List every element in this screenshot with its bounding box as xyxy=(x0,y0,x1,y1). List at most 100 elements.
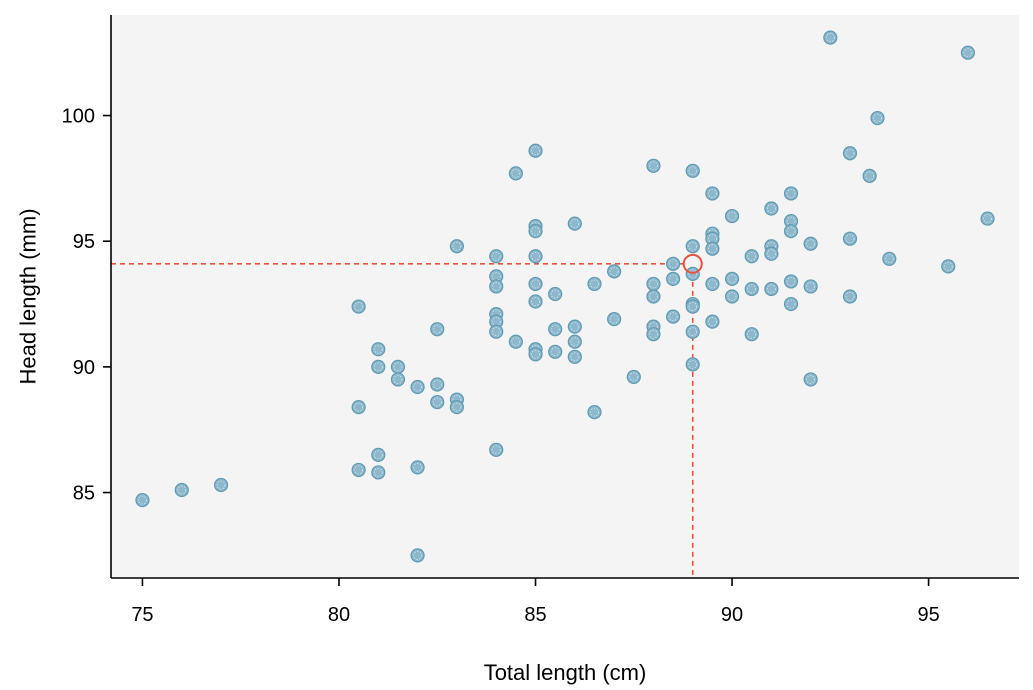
data-point xyxy=(842,146,858,161)
data-point xyxy=(803,279,818,294)
data-point xyxy=(783,224,799,239)
data-point xyxy=(548,322,563,337)
guide-lines xyxy=(111,263,694,578)
data-points xyxy=(135,30,995,563)
data-point xyxy=(508,166,523,181)
data-point xyxy=(744,249,759,264)
data-point xyxy=(764,246,779,261)
data-point xyxy=(646,289,661,304)
data-point xyxy=(528,224,543,239)
data-point xyxy=(371,342,386,357)
highlight-layer xyxy=(682,253,703,274)
data-point xyxy=(803,372,818,387)
data-point xyxy=(567,319,582,334)
data-point xyxy=(783,186,799,201)
data-point xyxy=(685,266,700,281)
data-point xyxy=(528,249,543,264)
data-point xyxy=(371,359,386,374)
data-point xyxy=(489,442,504,457)
data-point xyxy=(449,399,465,415)
data-point xyxy=(528,276,543,292)
data-point xyxy=(587,276,602,292)
data-point xyxy=(803,236,818,251)
data-point xyxy=(685,239,700,254)
data-point xyxy=(351,299,366,314)
y-tick-label: 100 xyxy=(62,106,95,128)
data-point xyxy=(528,294,543,309)
data-point xyxy=(410,460,425,475)
x-tick-label: 90 xyxy=(721,604,743,626)
data-point xyxy=(842,289,858,304)
data-point xyxy=(685,357,700,372)
highlighted-point xyxy=(682,253,703,274)
data-point xyxy=(665,256,681,271)
data-point xyxy=(410,548,425,563)
data-point xyxy=(941,259,956,274)
data-point xyxy=(567,216,582,231)
data-point xyxy=(430,377,445,392)
data-point xyxy=(705,314,720,329)
data-point xyxy=(685,163,700,178)
data-point xyxy=(390,359,406,374)
data-point xyxy=(665,309,681,324)
y-tick-label: 95 xyxy=(73,231,95,253)
data-point xyxy=(705,276,720,292)
x-tick-label: 75 xyxy=(131,604,153,626)
data-point xyxy=(371,465,386,480)
data-point xyxy=(862,168,877,183)
data-point xyxy=(764,201,779,216)
data-point xyxy=(607,312,622,327)
data-point xyxy=(724,271,740,287)
y-axis-title: Head length (mm) xyxy=(16,208,41,384)
data-point xyxy=(135,492,150,508)
data-point xyxy=(626,369,641,385)
data-point xyxy=(744,281,759,297)
data-point xyxy=(567,349,582,364)
data-point xyxy=(489,279,504,294)
data-point xyxy=(980,211,995,226)
data-point xyxy=(960,45,976,60)
data-point xyxy=(724,208,740,224)
data-point xyxy=(705,186,720,201)
data-point xyxy=(685,299,700,314)
data-point xyxy=(548,286,563,302)
data-point xyxy=(567,334,582,349)
data-point xyxy=(607,264,622,279)
y-tick-label: 85 xyxy=(73,483,95,505)
data-point xyxy=(390,372,406,387)
data-point xyxy=(724,289,740,304)
data-point xyxy=(783,296,799,312)
data-point xyxy=(842,231,858,246)
data-point xyxy=(882,251,897,266)
data-point xyxy=(489,324,504,339)
data-point xyxy=(685,324,700,339)
data-point xyxy=(213,477,229,493)
data-point xyxy=(489,249,504,264)
data-point xyxy=(764,281,779,297)
data-point xyxy=(548,344,563,359)
data-point xyxy=(744,327,759,342)
data-point xyxy=(174,482,189,498)
y-axis-ticks: 85 90 95 100 xyxy=(62,106,111,505)
data-point xyxy=(430,394,445,410)
data-point xyxy=(351,399,366,415)
data-point xyxy=(665,271,681,287)
data-point xyxy=(430,322,445,337)
data-point xyxy=(449,239,465,254)
data-point xyxy=(646,327,661,342)
data-point xyxy=(705,231,720,246)
plot-area xyxy=(111,15,1019,578)
data-point xyxy=(410,379,425,395)
x-tick-label: 95 xyxy=(917,604,939,626)
x-axis-ticks: 75 80 85 90 95 xyxy=(131,578,940,626)
y-tick-label: 90 xyxy=(73,357,95,379)
data-point xyxy=(587,405,602,420)
data-point xyxy=(870,110,885,126)
data-point xyxy=(351,462,366,478)
data-point xyxy=(508,334,523,349)
x-axis-title: Total length (cm) xyxy=(484,660,647,685)
data-point xyxy=(783,274,799,289)
data-point xyxy=(371,447,386,462)
data-point xyxy=(823,30,838,45)
